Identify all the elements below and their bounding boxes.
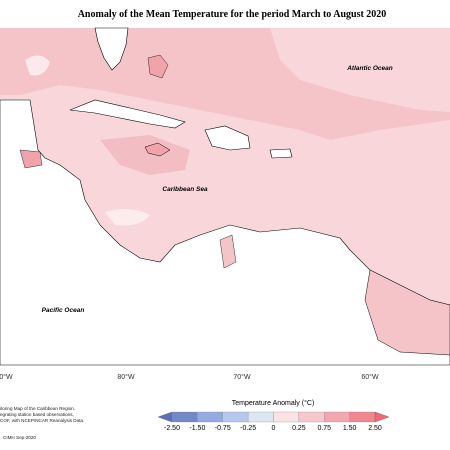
anomaly-zone bbox=[105, 209, 150, 226]
colorbar-segment bbox=[349, 411, 376, 423]
florida bbox=[94, 27, 129, 71]
colorbar-label: 1.50 bbox=[343, 425, 357, 432]
colorbar-segment bbox=[324, 411, 350, 423]
colorbar-segment bbox=[273, 411, 300, 423]
colorbar-segment bbox=[197, 411, 223, 423]
map: Atlantic Ocean Caribbean Sea Pacific Oce… bbox=[0, 27, 450, 366]
footnote: COF, with NCEP/NCAR Reanalysis Data. bbox=[0, 418, 84, 423]
colorbar-label: 2.50 bbox=[368, 425, 382, 432]
colorbar-label: 0 bbox=[272, 425, 276, 432]
longitude-label: 80°W bbox=[117, 373, 135, 381]
colorbar-label: -0.25 bbox=[240, 425, 256, 432]
map-title: Anomaly of the Mean Temperature for the … bbox=[78, 9, 387, 20]
colorbar-label: 0.75 bbox=[317, 425, 331, 432]
yucatan-anomaly bbox=[19, 149, 43, 169]
hispaniola bbox=[204, 125, 251, 151]
colorbar-segment bbox=[298, 411, 325, 423]
colorbar-segment bbox=[222, 411, 249, 423]
credit: CIMH Sep-2020 bbox=[3, 435, 36, 440]
colorbar-extend bbox=[374, 411, 390, 423]
bahamas bbox=[147, 54, 169, 79]
ocean-label: Caribbean Sea bbox=[162, 186, 208, 193]
colorbar-segment bbox=[247, 411, 274, 423]
cuba bbox=[69, 99, 186, 129]
colorbar-segment bbox=[171, 411, 198, 423]
colorbar-extend bbox=[157, 411, 173, 423]
puerto-rico bbox=[269, 148, 293, 159]
legend-title: Temperature Anomaly (°C) bbox=[232, 399, 315, 407]
ocean-label: Atlantic Ocean bbox=[346, 65, 393, 72]
maracaibo-anomaly bbox=[219, 234, 237, 269]
longitude-label: 0°W bbox=[0, 373, 13, 381]
footnote: itoring Map of the Caribbean Region. bbox=[0, 406, 75, 411]
longitude-label: 70°W bbox=[233, 373, 251, 381]
colorbar-label: 0.25 bbox=[292, 425, 306, 432]
colorbar-label: -0.75 bbox=[215, 425, 231, 432]
anomaly-zone bbox=[25, 55, 50, 76]
colorbar-label: -1.50 bbox=[189, 425, 205, 432]
jamaica bbox=[144, 142, 171, 157]
anomaly-zone bbox=[100, 135, 190, 175]
guianas-anomaly bbox=[364, 269, 450, 356]
colorbar-label: -2.50 bbox=[164, 425, 180, 432]
footnote: egrating station based observations, bbox=[0, 412, 74, 417]
ocean-label: Pacific Ocean bbox=[42, 307, 85, 314]
longitude-labels: 0°W 80°W 70°W 60°W bbox=[0, 373, 379, 381]
longitude-label: 60°W bbox=[361, 373, 379, 381]
colorbar: -2.50 -1.50 -0.75 -0.25 0 0.25 0.75 1.50 2.50 bbox=[157, 411, 390, 432]
